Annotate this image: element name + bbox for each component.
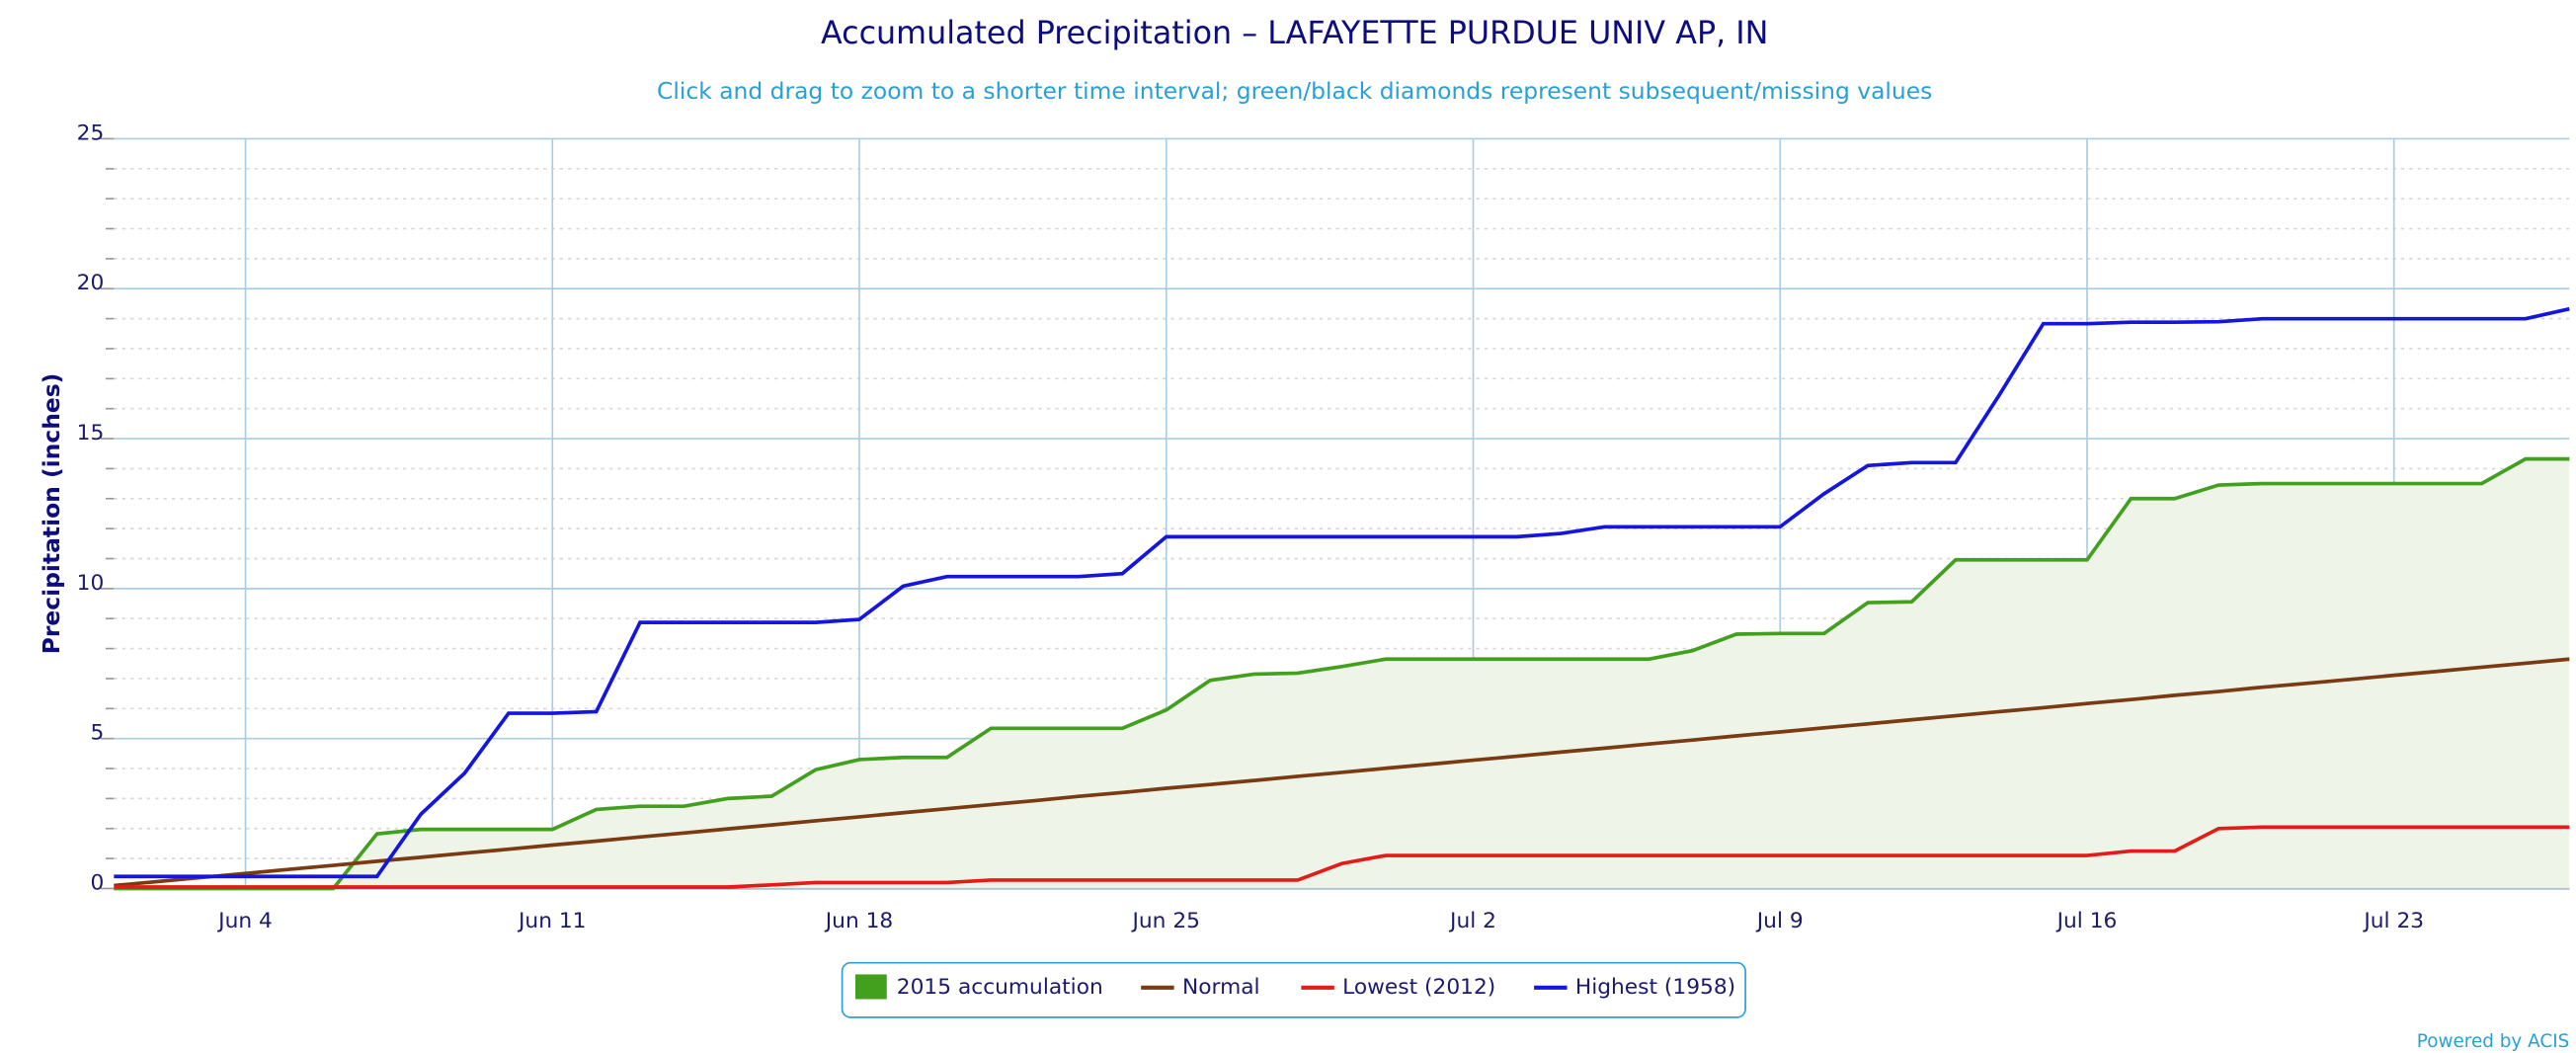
chart-subtitle: Click and drag to zoom to a shorter time… [657, 77, 1932, 105]
legend-box [841, 961, 1746, 1018]
x-tick-label: Jul 2 [1448, 909, 1496, 933]
y-tick-label: 15 [77, 421, 105, 446]
y-tick-label: 10 [77, 571, 105, 596]
legend-label: Highest (1958) [1575, 975, 1735, 1000]
x-tick-label: Jul 9 [1755, 909, 1804, 933]
x-tick-label: Jul 23 [2362, 909, 2424, 933]
x-tick-label: Jun 11 [517, 909, 586, 933]
area [114, 458, 2570, 889]
series-line [114, 825, 2570, 889]
legend-label: Normal [1182, 975, 1260, 1000]
series-line [114, 306, 2570, 879]
legend-swatch [854, 974, 887, 1000]
legend-label: Lowest (2012) [1342, 975, 1495, 1000]
y-tick-label: 0 [90, 870, 104, 895]
y-tick-label: 25 [77, 121, 105, 145]
series-line [114, 456, 2570, 891]
y-axis-title: Precipitation (inches) [38, 373, 65, 655]
x-tick-label: Jun 25 [1131, 909, 1200, 933]
x-tick-label: Jul 16 [2055, 909, 2118, 933]
legend-label: 2015 accumulation [897, 975, 1103, 1000]
y-tick-label: 20 [77, 271, 105, 295]
credit: Powered by ACIS [2417, 1031, 2569, 1052]
x-tick-label: Jun 18 [824, 909, 893, 933]
chart-title: Accumulated Precipitation – LAFAYETTE PU… [821, 16, 1768, 51]
series-line [114, 657, 2570, 888]
y-tick-label: 5 [90, 721, 104, 746]
x-tick-label: Jun 4 [216, 909, 273, 933]
